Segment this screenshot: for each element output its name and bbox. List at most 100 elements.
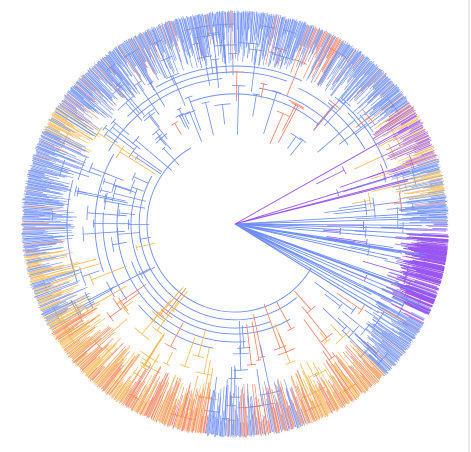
leaf-branch bbox=[334, 362, 360, 397]
leaf-branch bbox=[401, 216, 447, 219]
branch-arc bbox=[134, 327, 150, 341]
leaf-branch bbox=[391, 328, 412, 342]
branch-arc bbox=[383, 176, 386, 183]
leaf-branch bbox=[404, 253, 446, 262]
leaf-branch bbox=[332, 375, 351, 404]
leaf-branch bbox=[123, 40, 139, 66]
long-branch bbox=[234, 223, 432, 236]
leaf-branch bbox=[387, 154, 438, 173]
leaf-branch bbox=[412, 141, 431, 150]
leaf-branch bbox=[267, 420, 270, 434]
branch bbox=[205, 102, 214, 136]
leaf-branch bbox=[23, 215, 72, 219]
leaf-branch bbox=[246, 421, 249, 436]
leaf-branch bbox=[178, 397, 188, 430]
branch bbox=[286, 61, 301, 97]
leaf-branch bbox=[259, 13, 265, 43]
leaf-branch bbox=[37, 148, 55, 156]
leaf-branch bbox=[76, 331, 115, 367]
branch bbox=[336, 292, 362, 311]
leaf-branch bbox=[123, 389, 133, 404]
leaf-branch bbox=[153, 27, 165, 53]
leaf-branch bbox=[42, 292, 91, 316]
leaf-branch bbox=[23, 211, 57, 214]
branch bbox=[287, 136, 297, 149]
leaf-branch bbox=[134, 373, 156, 412]
long-branch bbox=[234, 223, 413, 291]
branch-arc bbox=[74, 185, 77, 196]
leaf-branch bbox=[104, 370, 122, 393]
leaf-branch bbox=[119, 372, 139, 404]
leaf-branch bbox=[43, 305, 59, 313]
leaf-branch bbox=[88, 367, 98, 378]
leaf-branch bbox=[427, 189, 446, 194]
leaf-branch bbox=[45, 306, 79, 325]
branch-arc bbox=[154, 133, 163, 141]
leaf-branch bbox=[388, 122, 424, 143]
leaf-branch bbox=[74, 352, 89, 365]
leaf-branch bbox=[23, 251, 47, 256]
leaf-branch bbox=[24, 200, 65, 206]
leaf-branch bbox=[61, 100, 92, 123]
leaf-branch bbox=[331, 51, 360, 90]
leaf-branch bbox=[92, 66, 112, 87]
leaf-branch bbox=[173, 21, 179, 39]
leaf-branch bbox=[25, 196, 53, 201]
leaf-branch bbox=[239, 12, 241, 53]
leaf-branch bbox=[375, 300, 423, 328]
leaf-branch bbox=[185, 398, 194, 430]
leaf-branch bbox=[414, 243, 448, 249]
leaf-branch bbox=[327, 379, 344, 406]
leaf-branch bbox=[49, 319, 63, 328]
leaf-branch bbox=[391, 303, 424, 321]
branch bbox=[354, 230, 366, 233]
branch bbox=[333, 209, 375, 215]
leaf-branch bbox=[215, 405, 220, 436]
leaf-branch bbox=[122, 43, 132, 58]
leaf-branch bbox=[150, 394, 162, 418]
leaf-branch bbox=[44, 126, 86, 148]
branch-arc bbox=[103, 192, 108, 210]
leaf-branch bbox=[213, 13, 217, 42]
leaf-branch bbox=[77, 79, 112, 111]
leaf-branch bbox=[326, 390, 339, 412]
leaf-branch bbox=[32, 278, 56, 287]
leaf-branch bbox=[397, 120, 421, 134]
leaf-branch bbox=[157, 26, 171, 60]
leaf-branch bbox=[378, 88, 401, 107]
branch bbox=[323, 229, 341, 232]
leaf-branch bbox=[39, 294, 75, 311]
branch bbox=[351, 200, 370, 205]
leaf-branch bbox=[143, 381, 161, 417]
branch bbox=[83, 230, 125, 235]
branch bbox=[322, 307, 345, 329]
leaf-branch bbox=[307, 33, 331, 79]
leaf-branch bbox=[392, 291, 431, 309]
leaf-branch bbox=[75, 81, 114, 115]
leaf-branch bbox=[151, 381, 169, 420]
branch bbox=[277, 105, 299, 143]
leaf-branch bbox=[412, 287, 437, 297]
leaf-branch bbox=[306, 26, 317, 48]
leaf-branch bbox=[380, 311, 417, 334]
leaf-branch bbox=[393, 160, 440, 176]
branch-arc bbox=[111, 237, 115, 253]
leaf-branch bbox=[216, 388, 222, 436]
leaf-branch bbox=[291, 21, 306, 60]
leaf-branch bbox=[144, 30, 158, 58]
leaf-branch bbox=[31, 267, 71, 279]
leaf-branch bbox=[44, 131, 86, 152]
leaf-branch bbox=[364, 327, 402, 357]
leaf-branch bbox=[66, 91, 90, 110]
leaf-branch bbox=[210, 391, 217, 435]
leaf-branch bbox=[36, 282, 79, 299]
leaf-branch bbox=[346, 48, 357, 63]
leaf-branch bbox=[411, 291, 435, 302]
branch bbox=[207, 367, 214, 399]
leaf-branch bbox=[267, 391, 277, 434]
leaf-branch bbox=[32, 157, 80, 174]
branch-arc bbox=[338, 99, 388, 169]
leaf-branch bbox=[277, 378, 292, 430]
leaf-branch bbox=[136, 366, 162, 414]
branch-arc bbox=[214, 103, 231, 106]
